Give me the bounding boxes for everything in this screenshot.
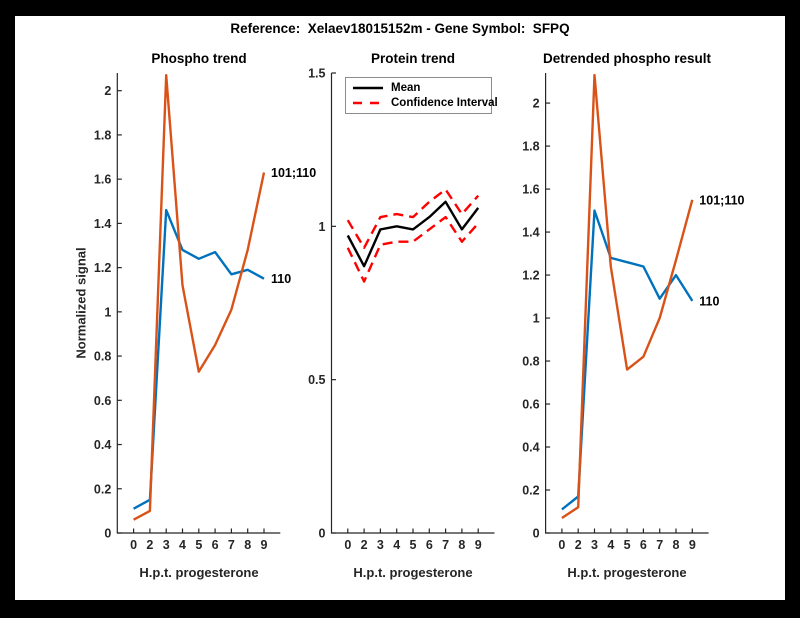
svg-text:1.2: 1.2 bbox=[94, 261, 111, 275]
detrended-phospho-plot-group: 00.20.40.60.811.21.41.61.820 2 3 4 5 6 7 8 91101… bbox=[522, 73, 745, 552]
svg-text:0: 0 bbox=[344, 538, 351, 552]
svg-text:3: 3 bbox=[591, 538, 598, 552]
protein-trend-xlabel: H.p.t. progesterone bbox=[353, 565, 473, 580]
legend-label-confidence-interval: Confidence Interval bbox=[391, 97, 498, 110]
svg-text:0: 0 bbox=[558, 538, 565, 552]
svg-text:110: 110 bbox=[271, 272, 291, 286]
svg-text:4: 4 bbox=[179, 538, 186, 552]
svg-text:7: 7 bbox=[656, 538, 663, 552]
svg-text:8: 8 bbox=[458, 538, 465, 552]
svg-text:1.8: 1.8 bbox=[94, 128, 111, 142]
svg-text:101;110: 101;110 bbox=[271, 166, 316, 180]
svg-text:1: 1 bbox=[319, 220, 326, 234]
svg-text:2: 2 bbox=[533, 97, 540, 111]
svg-text:0.8: 0.8 bbox=[94, 350, 111, 364]
legend-entry-confidence-interval: Confidence Interval bbox=[350, 96, 498, 111]
svg-text:9: 9 bbox=[475, 538, 482, 552]
mean-line-icon bbox=[353, 86, 383, 89]
detrended-phospho-title: Detrended phospho result bbox=[542, 51, 712, 66]
svg-text:1.6: 1.6 bbox=[522, 183, 539, 197]
svg-text:0.6: 0.6 bbox=[522, 398, 539, 412]
svg-text:4: 4 bbox=[393, 538, 400, 552]
svg-text:0.5: 0.5 bbox=[308, 373, 325, 387]
svg-text:1: 1 bbox=[533, 312, 540, 326]
svg-text:0.4: 0.4 bbox=[94, 438, 111, 452]
svg-text:6: 6 bbox=[640, 538, 647, 552]
svg-text:6: 6 bbox=[426, 538, 433, 552]
svg-text:0.8: 0.8 bbox=[522, 355, 539, 369]
confidence-interval-line-icon bbox=[353, 102, 383, 105]
svg-text:0.6: 0.6 bbox=[94, 394, 111, 408]
svg-text:6: 6 bbox=[212, 538, 219, 552]
phospho-trend-title: Phospho trend bbox=[151, 51, 247, 66]
legend-entry-mean: Mean bbox=[350, 80, 487, 95]
svg-text:0.2: 0.2 bbox=[94, 482, 111, 496]
svg-text:0.4: 0.4 bbox=[522, 441, 539, 455]
svg-text:1: 1 bbox=[104, 305, 111, 319]
detrended-phospho-xlabel: H.p.t. progesterone bbox=[567, 565, 687, 580]
svg-text:4: 4 bbox=[607, 538, 614, 552]
svg-text:0.2: 0.2 bbox=[522, 484, 539, 498]
protein-trend-plot-group: 00.511.50 2 3 4 5 6 7 8 9 bbox=[308, 67, 495, 552]
svg-text:9: 9 bbox=[689, 538, 696, 552]
svg-text:3: 3 bbox=[377, 538, 384, 552]
svg-text:1.6: 1.6 bbox=[94, 173, 111, 187]
protein-trend-title: Protein trend bbox=[370, 51, 456, 66]
svg-text:2: 2 bbox=[146, 538, 153, 552]
svg-text:2: 2 bbox=[361, 538, 368, 552]
svg-text:0: 0 bbox=[104, 527, 111, 541]
svg-text:5: 5 bbox=[195, 538, 202, 552]
svg-text:101;110: 101;110 bbox=[699, 193, 744, 207]
svg-text:1.2: 1.2 bbox=[522, 269, 539, 283]
svg-text:1.8: 1.8 bbox=[522, 140, 539, 154]
phospho-trend-plot-group: 00.20.40.60.811.21.41.61.820 2 3 4 5 6 7 8 91101… bbox=[94, 73, 316, 552]
svg-text:1.5: 1.5 bbox=[308, 67, 325, 81]
legend-label-mean: Mean bbox=[391, 81, 421, 94]
svg-text:8: 8 bbox=[244, 538, 251, 552]
svg-text:7: 7 bbox=[228, 538, 235, 552]
svg-text:2: 2 bbox=[104, 84, 111, 98]
svg-text:8: 8 bbox=[673, 538, 680, 552]
svg-text:0: 0 bbox=[533, 527, 540, 541]
figure-canvas: Reference: Xelaev18015152m - Gene Symbol… bbox=[15, 16, 785, 600]
phospho-trend-xlabel: H.p.t. progesterone bbox=[139, 565, 259, 580]
svg-text:3: 3 bbox=[163, 538, 170, 552]
figure-title: Reference: Xelaev18015152m - Gene Symbol… bbox=[230, 21, 570, 36]
svg-text:1.4: 1.4 bbox=[522, 226, 539, 240]
legend: Mean Confidence Interval bbox=[345, 77, 498, 114]
svg-text:2: 2 bbox=[575, 538, 582, 552]
svg-text:5: 5 bbox=[410, 538, 417, 552]
svg-text:9: 9 bbox=[261, 538, 268, 552]
svg-text:110: 110 bbox=[699, 294, 719, 308]
y-axis-label: Normalized signal bbox=[73, 247, 89, 359]
svg-text:5: 5 bbox=[624, 538, 631, 552]
svg-text:7: 7 bbox=[442, 538, 449, 552]
svg-text:0: 0 bbox=[130, 538, 137, 552]
svg-text:0: 0 bbox=[319, 527, 326, 541]
svg-text:1.4: 1.4 bbox=[94, 217, 111, 231]
